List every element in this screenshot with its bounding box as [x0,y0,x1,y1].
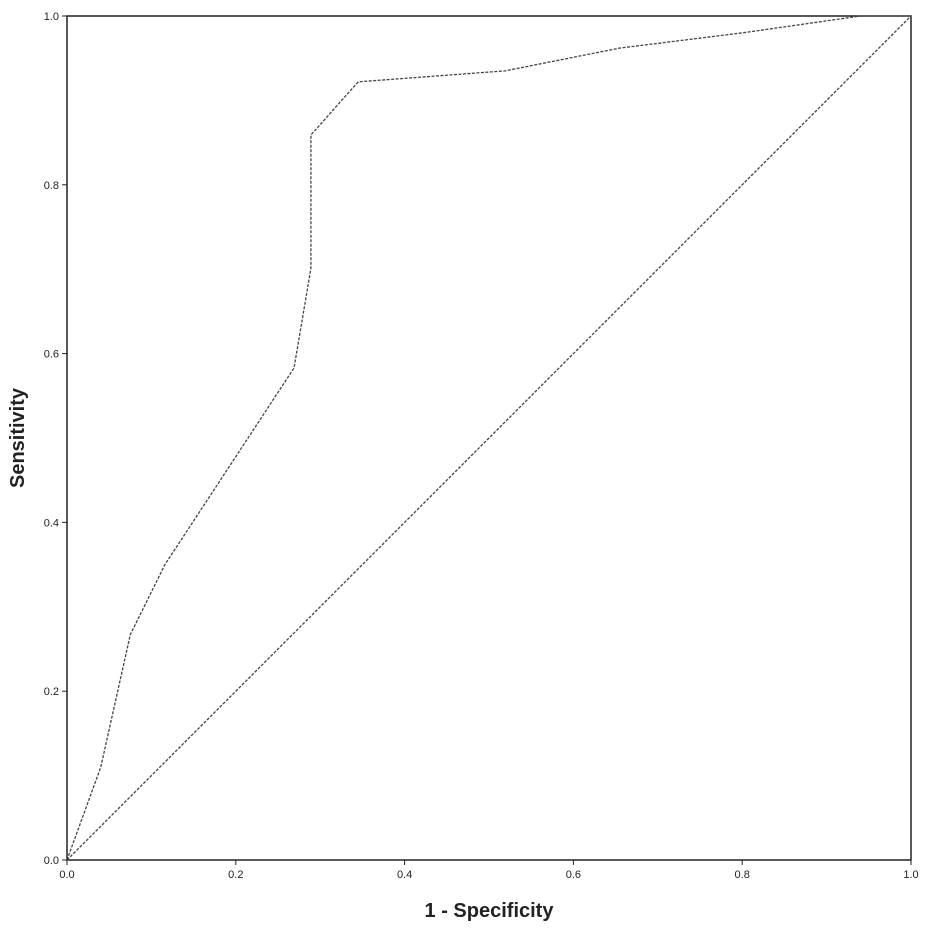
y-tick-label: 0.6 [44,349,59,361]
y-tick-label: 0.4 [44,517,59,529]
x-tick-label: 0.0 [59,869,74,881]
y-tick-label: 0.0 [44,855,59,867]
y-tick-label: 0.2 [44,686,59,698]
x-tick-label: 1.0 [903,869,918,881]
curve [66,15,912,861]
x-tick-label: 0.8 [735,869,750,881]
y-tick-label: 0.8 [44,180,59,192]
x-tick-label: 0.4 [397,869,412,881]
x-tick-label: 0.2 [228,869,243,881]
curve [66,15,911,861]
y-tick-label: 1.0 [44,11,59,23]
x-axis-label: 1 - Specificity [425,900,555,922]
x-tick-label: 0.6 [566,869,581,881]
y-axis-label: Sensitivity [7,387,29,488]
plot-frame [66,15,912,861]
